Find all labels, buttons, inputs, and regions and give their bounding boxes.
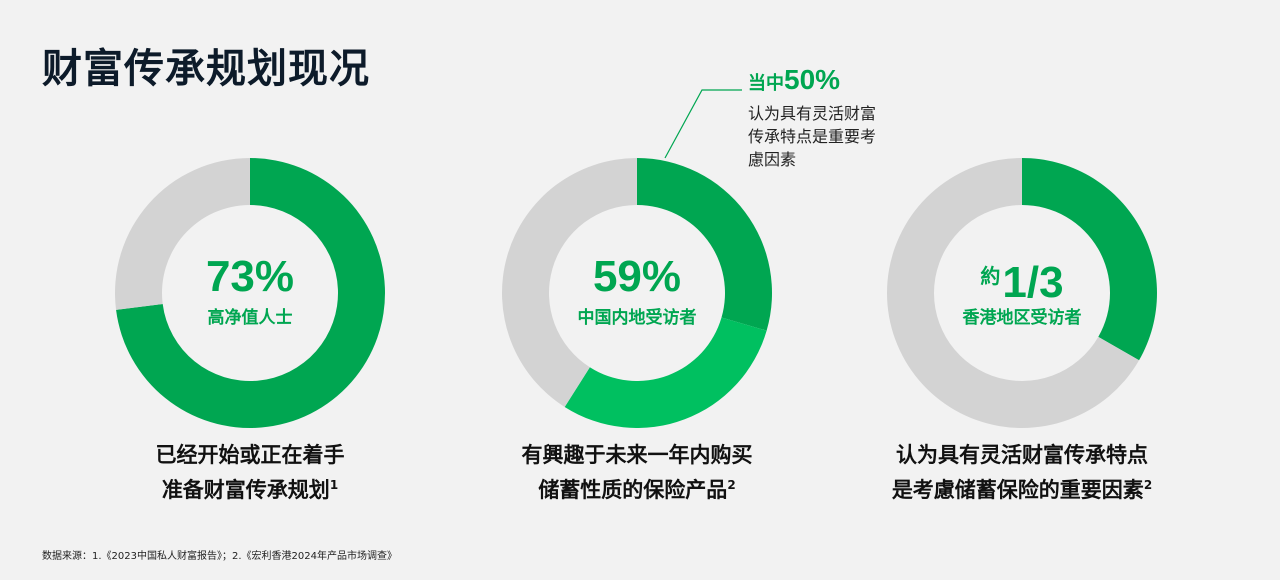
chart2-caption-line2-text: 储蓄性质的保险产品 [538, 478, 728, 502]
annotation-leader-line [664, 89, 742, 159]
annotation-prefix: 当中 [748, 73, 784, 94]
chart2-center-label: 中国内地受访者 [577, 308, 697, 328]
segment-interested-flexible [637, 158, 772, 331]
chart1-caption: 已经开始或正在着手 准备财富传承规划1 [70, 440, 430, 505]
chart3-caption-line1: 认为具有灵活财富传承特点 [896, 443, 1148, 467]
chart2-caption-line1: 有興趣于未来一年内购买 [521, 443, 753, 467]
chart2-footnote-ref: 2 [727, 478, 736, 492]
segment-remainder [114, 158, 250, 310]
segment-interested-other [564, 317, 767, 428]
annotation-value: 50% [784, 64, 841, 95]
chart3-caption-line2: 是考慮储蓄保险的重要因素2 [842, 470, 1202, 505]
chart1-caption-line1: 已经开始或正在着手 [155, 443, 345, 467]
chart1-footnote-ref: 1 [329, 478, 339, 492]
chart3-center-prefix: 約 [980, 266, 1001, 288]
donut-chart-mainland [501, 158, 772, 428]
chart1-caption-line2-text: 准备财富传承规划 [161, 478, 330, 502]
chart3-center-number: 1/3 [1002, 258, 1064, 307]
data-source-note: 数据来源：1.《2023中国私人财富报告》；2.《宏利香港2024年产品市场调查… [42, 551, 397, 562]
chart3-caption-line2-text: 是考慮储蓄保险的重要因素 [891, 478, 1144, 502]
chart1-caption-line2: 准备财富传承规划1 [70, 470, 430, 505]
chart2-center-value: 59% [592, 252, 682, 301]
segment-high-net-worth [116, 158, 385, 428]
chart3-center-value: 約1/3 [932, 253, 1112, 307]
chart1-center-value: 73% [205, 252, 295, 301]
page-title: 财富传承规划现况 [42, 46, 370, 92]
donut-chart-hong-kong [886, 158, 1157, 428]
segment-remainder [501, 158, 637, 407]
segment-remainder [886, 158, 1140, 428]
donut-chart-high-net-worth [114, 158, 385, 428]
chart3-center-label: 香港地区受访者 [962, 308, 1082, 328]
annotation-text-line: 认为具有灵活财富 [748, 104, 877, 123]
chart3-caption: 认为具有灵活财富传承特点 是考慮储蓄保险的重要因素2 [842, 440, 1202, 505]
chart2-caption: 有興趣于未来一年内购买 储蓄性质的保险产品2 [457, 440, 817, 505]
annotation-text-line: 传承特点是重要考 [748, 127, 877, 146]
chart3-footnote-ref: 2 [1143, 478, 1153, 492]
annotation-text: 认为具有灵活财富 传承特点是重要考 慮因素 [748, 102, 918, 171]
segment-flexible-important [1022, 158, 1157, 361]
chart2-caption-line2: 储蓄性质的保险产品2 [457, 470, 817, 505]
annotation-text-line: 慮因素 [748, 150, 797, 169]
annotation-headline: 当中50% [748, 64, 840, 96]
chart1-center-label: 高净值人士 [207, 308, 293, 328]
